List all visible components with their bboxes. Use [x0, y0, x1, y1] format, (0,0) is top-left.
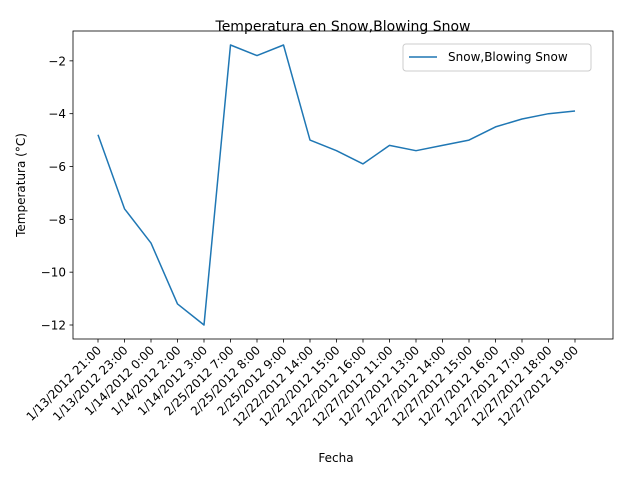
- y-axis-label: Temperatura (°C): [14, 133, 28, 238]
- plot-frame: [72, 30, 614, 340]
- x-axis-label: Fecha: [318, 451, 353, 465]
- legend-box: [402, 43, 592, 72]
- y-tick-label: −8: [48, 213, 66, 227]
- y-tick-label: −6: [48, 160, 66, 174]
- y-tick-label: −10: [41, 266, 66, 280]
- y-tick-label: −12: [41, 319, 66, 333]
- legend-label: Snow,Blowing Snow: [448, 50, 568, 64]
- legend: Snow,Blowing Snow: [402, 43, 592, 72]
- chart-title: Temperatura en Snow,Blowing Snow: [215, 19, 471, 35]
- y-tick-label: −4: [48, 107, 66, 121]
- y-tick-label: −2: [48, 54, 66, 68]
